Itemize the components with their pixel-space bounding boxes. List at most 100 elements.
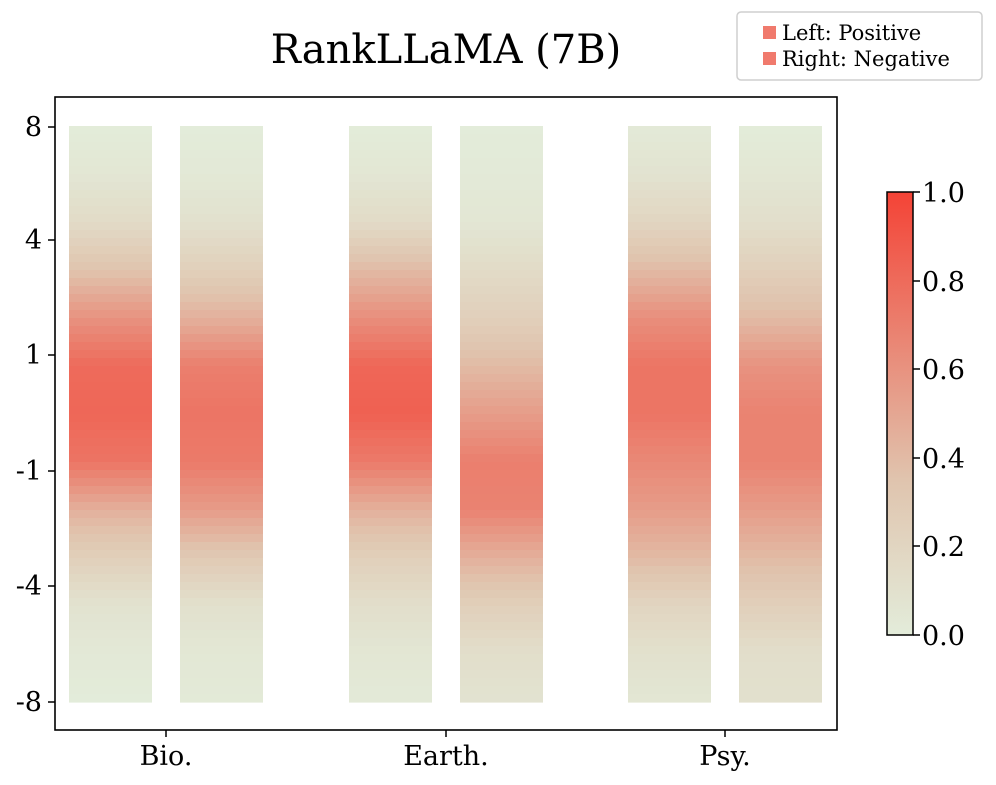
heat-cell: [69, 262, 152, 271]
heat-cell: [349, 302, 432, 311]
heat-cell: [180, 454, 263, 463]
heat-cell: [180, 478, 263, 487]
heat-cell: [628, 134, 711, 143]
heat-cell: [69, 574, 152, 583]
heat-cell: [69, 486, 152, 495]
heat-cell: [349, 190, 432, 199]
heat-cell: [460, 262, 543, 271]
heat-cell: [628, 662, 711, 671]
heat-cell: [460, 494, 543, 503]
heat-cell: [739, 606, 822, 615]
heat-cell: [628, 598, 711, 607]
heat-cell: [739, 630, 822, 639]
heat-cell: [69, 358, 152, 367]
heat-cell: [628, 414, 711, 423]
heat-cell: [180, 270, 263, 279]
heat-cell: [460, 462, 543, 471]
heat-cell: [349, 238, 432, 247]
heat-cell: [180, 646, 263, 655]
heat-cell: [460, 678, 543, 687]
heat-cell: [180, 446, 263, 455]
heat-cell: [349, 542, 432, 551]
negative-column-psy: [739, 126, 822, 703]
heat-cell: [180, 206, 263, 215]
heat-cell: [628, 198, 711, 207]
heat-cell: [180, 630, 263, 639]
heat-cell: [739, 302, 822, 311]
heat-cell: [460, 126, 543, 135]
y-tick-label: -4: [16, 571, 42, 602]
heat-cell: [349, 422, 432, 431]
heat-cell: [460, 270, 543, 279]
heat-cell: [349, 270, 432, 279]
positive-column-bio: [69, 126, 152, 703]
heat-cell: [739, 318, 822, 327]
heat-cell: [460, 246, 543, 255]
heat-cell: [739, 358, 822, 367]
y-tick-label: 4: [25, 225, 42, 256]
heat-cell: [69, 238, 152, 247]
heat-cell: [628, 622, 711, 631]
heat-cell: [69, 214, 152, 223]
legend-label-positive: Left: Positive: [782, 21, 921, 45]
heat-cell: [460, 502, 543, 511]
heat-cell: [628, 654, 711, 663]
heat-cell: [180, 390, 263, 399]
heat-cell: [349, 366, 432, 375]
heat-cell: [180, 166, 263, 175]
heat-cell: [628, 382, 711, 391]
heat-cell: [180, 638, 263, 647]
heat-cell: [69, 390, 152, 399]
heat-cell: [180, 598, 263, 607]
heat-cell: [739, 182, 822, 191]
heat-cell: [628, 686, 711, 695]
y-tick-label: -1: [16, 456, 42, 487]
heat-cell: [628, 126, 711, 135]
heat-cell: [69, 310, 152, 319]
heat-cell: [628, 254, 711, 263]
heat-cell: [460, 182, 543, 191]
heat-cell: [69, 534, 152, 543]
heat-cell: [628, 270, 711, 279]
heat-cell: [628, 342, 711, 351]
colorbar-gradient: [886, 191, 914, 636]
negative-column-earth: [460, 126, 543, 703]
colorbar-tick-label: 0.8: [922, 267, 965, 298]
heat-cell: [69, 606, 152, 615]
heat-cell: [180, 398, 263, 407]
heat-cell: [628, 470, 711, 479]
heat-cell: [628, 230, 711, 239]
heat-cell: [628, 390, 711, 399]
heat-cell: [460, 558, 543, 567]
heat-cell: [69, 350, 152, 359]
heat-cell: [69, 454, 152, 463]
heat-cell: [739, 414, 822, 423]
legend-swatch-positive: [763, 26, 776, 39]
heat-cell: [180, 574, 263, 583]
heat-cell: [739, 622, 822, 631]
heat-cell: [460, 446, 543, 455]
heat-cell: [349, 350, 432, 359]
heat-cell: [180, 310, 263, 319]
legend-box: [736, 11, 983, 81]
heat-cell: [69, 174, 152, 183]
heat-cell: [739, 518, 822, 527]
heat-cell: [628, 550, 711, 559]
heat-cell: [460, 366, 543, 375]
heat-cell: [739, 670, 822, 679]
heat-cell: [69, 334, 152, 343]
heat-cell: [739, 366, 822, 375]
heat-cell: [69, 438, 152, 447]
heat-cell: [69, 542, 152, 551]
heat-cell: [349, 550, 432, 559]
heat-cell: [180, 230, 263, 239]
heat-cell: [69, 470, 152, 479]
heat-cell: [460, 622, 543, 631]
heat-cell: [628, 638, 711, 647]
heat-cell: [739, 190, 822, 199]
heat-cell: [349, 614, 432, 623]
heat-cell: [628, 694, 711, 703]
heat-cell: [180, 462, 263, 471]
heat-cell: [628, 526, 711, 535]
heat-cell: [349, 694, 432, 703]
